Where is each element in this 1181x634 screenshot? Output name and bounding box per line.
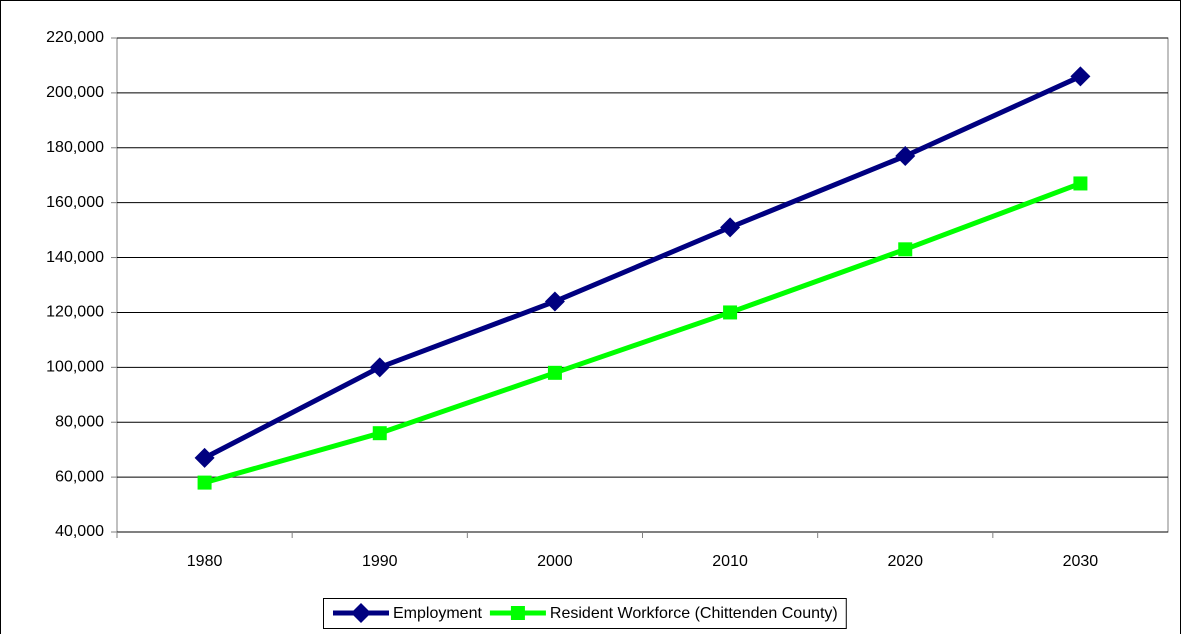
legend-box [323,598,847,629]
data-point [197,475,212,490]
data-point [544,291,565,312]
data-point [898,242,913,257]
y-tick-label: 220,000 [46,29,104,46]
data-point [720,217,741,238]
data-point [369,357,390,378]
y-tick-label: 40,000 [55,523,104,540]
x-tick-label: 2030 [1063,553,1099,570]
x-tick-label: 1990 [362,553,398,570]
plot-area [116,37,1169,533]
data-point [194,447,215,468]
legend-label: Employment [393,605,482,622]
data-point [1070,66,1091,87]
y-tick-label: 80,000 [55,413,104,430]
legend-label: Resident Workforce (Chittenden County) [550,605,838,622]
x-tick-label: 2020 [887,553,923,570]
data-point [895,146,916,167]
x-tick-label: 1980 [187,553,223,570]
data-point [723,305,738,320]
x-tick-label: 2010 [712,553,748,570]
legend-marker [510,606,525,620]
x-tick-label: 2000 [537,553,573,570]
y-tick-label: 140,000 [46,249,104,266]
legend-marker [351,603,371,623]
data-point [372,426,387,441]
data-point [1073,176,1088,191]
series-line [203,181,1082,486]
y-tick-label: 120,000 [46,304,104,321]
y-tick-label: 200,000 [46,84,104,101]
y-tick-label: 180,000 [46,139,104,156]
y-tick-label: 60,000 [55,468,104,485]
y-tick-label: 160,000 [46,194,104,211]
series-line [203,74,1082,461]
data-point [547,365,562,380]
y-tick-label: 100,000 [46,359,104,376]
